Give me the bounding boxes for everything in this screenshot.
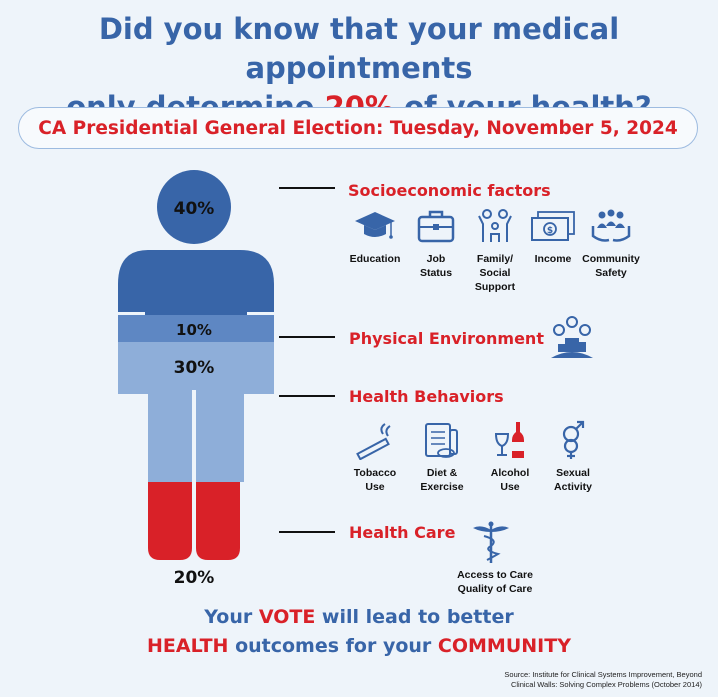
figure-arm-divider-right: [247, 312, 274, 315]
figure-arm-end-left: [118, 394, 142, 396]
vote-highlight: VOTE: [258, 606, 316, 628]
figure-band: [118, 315, 274, 342]
vote-line-1: Your VOTE will lead to better: [0, 606, 718, 628]
torso-percent: 30%: [173, 358, 215, 378]
family-icon: [478, 209, 512, 242]
community-icon: [591, 209, 631, 242]
election-banner: CA Presidential General Election: Tuesda…: [18, 107, 698, 149]
connector-socioeconomic: [279, 187, 335, 189]
connector-physical: [279, 336, 335, 338]
vote-health: HEALTH: [147, 635, 229, 657]
item-sexual-activity: Sexual Activity: [535, 420, 611, 494]
item-job-status: Job Status: [398, 206, 474, 280]
diet-clipboard-icon: [425, 423, 458, 458]
item-alcohol-label: Alcohol Use: [490, 467, 530, 493]
item-job-status-label: Job Status: [419, 253, 453, 279]
item-diet-exercise: Diet & Exercise: [404, 420, 480, 494]
category-care-title: Health Care: [349, 523, 456, 542]
vote-outcomes: outcomes for your: [228, 635, 438, 657]
money-icon: $: [531, 211, 575, 241]
category-physical-title: Physical Environment: [349, 329, 544, 348]
item-diet-exercise-label: Diet & Exercise: [420, 467, 464, 493]
head-percent: 40%: [173, 199, 215, 219]
item-tobacco-label: Tobacco Use: [353, 467, 397, 493]
item-family-support: Family/ Social Support: [457, 206, 533, 294]
source-citation: Source: Institute for Clinical Systems I…: [504, 670, 702, 689]
figure-leg-left: [148, 482, 192, 560]
item-sexual-activity-label: Sexual Activity: [554, 467, 592, 493]
item-tobacco: Tobacco Use: [337, 420, 413, 494]
vote-your: Your: [204, 606, 259, 628]
figure-arm-divider-left: [118, 312, 145, 315]
briefcase-icon: [417, 210, 455, 243]
item-community-safety: Community Safety: [573, 206, 649, 280]
caduceus-icon: [473, 521, 509, 563]
item-care-label: Access to Care Quality of Care: [457, 569, 533, 595]
title-line-1: Did you know that your medical appointme…: [98, 12, 620, 85]
item-alcohol: Alcohol Use: [472, 420, 548, 494]
item-income-label: Income: [534, 253, 572, 265]
category-behaviors-title: Health Behaviors: [349, 387, 504, 406]
item-community-safety-label: Community Safety: [582, 253, 640, 279]
band-percent: 10%: [176, 321, 212, 339]
svg-text:$: $: [547, 226, 553, 236]
gender-symbols-icon: [562, 420, 585, 459]
election-banner-text: CA Presidential General Election: Tuesda…: [38, 117, 678, 139]
item-education: Education: [337, 206, 413, 266]
graduation-cap-icon: [355, 212, 395, 239]
vote-community: COMMUNITY: [437, 635, 571, 657]
cigarette-icon: [356, 423, 391, 460]
legs-percent: 20%: [173, 568, 215, 588]
category-socioeconomic-title: Socioeconomic factors: [348, 181, 551, 200]
environment-icon: [551, 316, 593, 358]
connector-care: [279, 531, 335, 533]
figure-shoulders: [118, 250, 274, 315]
vote-line-2: HEALTH outcomes for your COMMUNITY: [0, 635, 718, 657]
connector-behaviors: [279, 395, 335, 397]
item-income: $ Income: [515, 206, 591, 266]
wine-bottle-icon: [494, 422, 524, 458]
item-family-support-label: Family/ Social Support: [474, 253, 516, 293]
vote-rest: will lead to better: [315, 606, 514, 628]
figure-leg-right: [196, 482, 240, 560]
item-education-label: Education: [349, 253, 401, 265]
figure-head: [157, 170, 231, 244]
